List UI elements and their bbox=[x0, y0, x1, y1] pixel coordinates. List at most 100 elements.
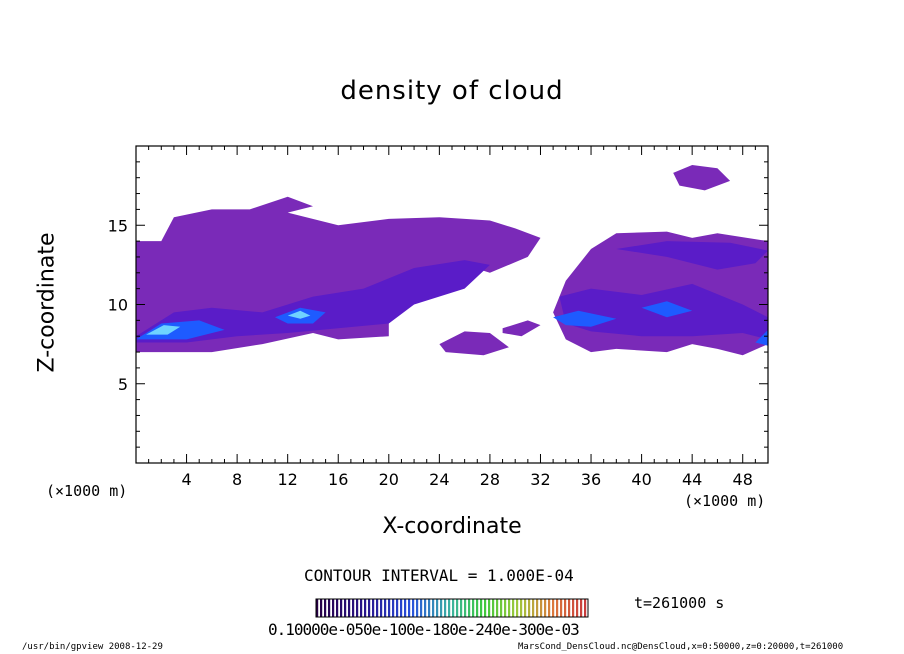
colorbar-swatch bbox=[488, 599, 491, 617]
colorbar-swatch bbox=[516, 599, 519, 617]
cloud-region-level-4 bbox=[146, 325, 181, 335]
colorbar-swatch bbox=[528, 599, 531, 617]
cloud-region-level-1 bbox=[439, 331, 509, 356]
time-label: t=261000 s bbox=[634, 594, 725, 612]
x-tick-label: 48 bbox=[733, 470, 753, 489]
colorbar-swatch bbox=[536, 599, 539, 617]
x-tick-label: 12 bbox=[278, 470, 298, 489]
colorbar-swatch bbox=[376, 599, 379, 617]
cloud-region-level-1 bbox=[502, 320, 541, 337]
colorbar-swatch bbox=[540, 599, 543, 617]
x-tick-label: 20 bbox=[379, 470, 399, 489]
colorbar-swatch bbox=[388, 599, 391, 617]
colorbar-swatch bbox=[572, 599, 575, 617]
colorbar-swatch bbox=[328, 599, 331, 617]
colorbar-swatch bbox=[580, 599, 583, 617]
colorbar-swatch bbox=[400, 599, 403, 617]
colorbar-swatch bbox=[552, 599, 555, 617]
colorbar-swatch bbox=[564, 599, 567, 617]
colorbar-swatch bbox=[448, 599, 451, 617]
chart-title: density of cloud bbox=[340, 76, 564, 106]
colorbar bbox=[315, 598, 589, 618]
colorbar-swatch bbox=[356, 599, 359, 617]
y-tick-label: 5 bbox=[118, 375, 128, 394]
colorbar-swatch bbox=[556, 599, 559, 617]
x-tick-label: 28 bbox=[480, 470, 500, 489]
cloud-region-level-1 bbox=[673, 165, 731, 191]
colorbar-swatch bbox=[336, 599, 339, 617]
footer-right: MarsCond_DensCloud.nc@DensCloud,x=0:5000… bbox=[518, 642, 844, 652]
colorbar-swatch bbox=[476, 599, 479, 617]
y-tick-label: 15 bbox=[108, 216, 128, 235]
colorbar-swatch bbox=[460, 599, 463, 617]
colorbar-swatch bbox=[368, 599, 371, 617]
colorbar-swatch bbox=[544, 599, 547, 617]
colorbar-swatch bbox=[352, 599, 355, 617]
cloud-region-level-3 bbox=[641, 301, 693, 318]
colorbar-swatch bbox=[496, 599, 499, 617]
cloud-region-level-3 bbox=[755, 329, 768, 346]
x-tick-label: 16 bbox=[328, 470, 348, 489]
colorbar-swatch bbox=[472, 599, 475, 617]
x-tick-label: 32 bbox=[530, 470, 550, 489]
colorbar-swatch bbox=[392, 599, 395, 617]
colorbar-swatch bbox=[408, 599, 411, 617]
colorbar-swatch bbox=[420, 599, 423, 617]
colorbar-swatch bbox=[316, 599, 319, 617]
colorbar-swatch bbox=[396, 599, 399, 617]
colorbar-swatch bbox=[492, 599, 495, 617]
colorbar-swatch bbox=[404, 599, 407, 617]
colorbar-swatch bbox=[364, 599, 367, 617]
colorbar-swatch bbox=[444, 599, 447, 617]
x-tick-label: 8 bbox=[232, 470, 242, 489]
x-tick-label: 24 bbox=[429, 470, 449, 489]
x-tick-label: 40 bbox=[631, 470, 651, 489]
colorbar-swatch bbox=[500, 599, 503, 617]
colorbar-swatch bbox=[432, 599, 435, 617]
colorbar-swatch bbox=[372, 599, 375, 617]
colorbar-frame bbox=[315, 598, 589, 618]
colorbar-swatch bbox=[524, 599, 527, 617]
colorbar-labels: 0.10000e-050e-100e-180e-240e-300e-03 bbox=[268, 620, 580, 639]
colorbar-swatch bbox=[416, 599, 419, 617]
x-tick-label: 36 bbox=[581, 470, 601, 489]
colorbar-swatch bbox=[532, 599, 535, 617]
colorbar-swatch bbox=[360, 599, 363, 617]
colorbar-swatch bbox=[560, 599, 563, 617]
colorbar-swatch bbox=[468, 599, 471, 617]
cloud-region-level-4 bbox=[287, 310, 311, 319]
colorbar-swatch bbox=[512, 599, 515, 617]
colorbar-swatch bbox=[456, 599, 459, 617]
colorbar-swatch bbox=[412, 599, 415, 617]
cloud-regions bbox=[136, 165, 768, 356]
colorbar-swatch bbox=[348, 599, 351, 617]
colorbar-swatch bbox=[340, 599, 343, 617]
colorbar-swatch bbox=[436, 599, 439, 617]
colorbar-swatch bbox=[504, 599, 507, 617]
colorbar-swatch bbox=[576, 599, 579, 617]
x-tick-label: 44 bbox=[682, 470, 702, 489]
colorbar-swatch bbox=[380, 599, 383, 617]
cloud-region-level-2 bbox=[136, 260, 490, 343]
footer-left: /usr/bin/gpview 2008-12-29 bbox=[22, 642, 163, 652]
colorbar-swatch bbox=[520, 599, 523, 617]
colorbar-swatch bbox=[484, 599, 487, 617]
y-axis-unit: (×1000 m) bbox=[46, 482, 128, 500]
cloud-region-level-3 bbox=[553, 310, 617, 327]
x-axis-unit: (×1000 m) bbox=[684, 492, 766, 510]
colorbar-swatch bbox=[452, 599, 455, 617]
colorbar-swatch bbox=[428, 599, 431, 617]
x-tick-label: 4 bbox=[181, 470, 191, 489]
colorbar-swatch bbox=[568, 599, 571, 617]
colorbar-swatch bbox=[384, 599, 387, 617]
colorbar-swatch bbox=[324, 599, 327, 617]
colorbar-swatch bbox=[344, 599, 347, 617]
colorbar-swatch bbox=[320, 599, 323, 617]
colorbar-swatch bbox=[440, 599, 443, 617]
y-axis-label: Z-coordinate bbox=[34, 232, 60, 373]
colorbar-swatch bbox=[548, 599, 551, 617]
colorbar-swatch bbox=[332, 599, 335, 617]
colorbar-swatch bbox=[508, 599, 511, 617]
